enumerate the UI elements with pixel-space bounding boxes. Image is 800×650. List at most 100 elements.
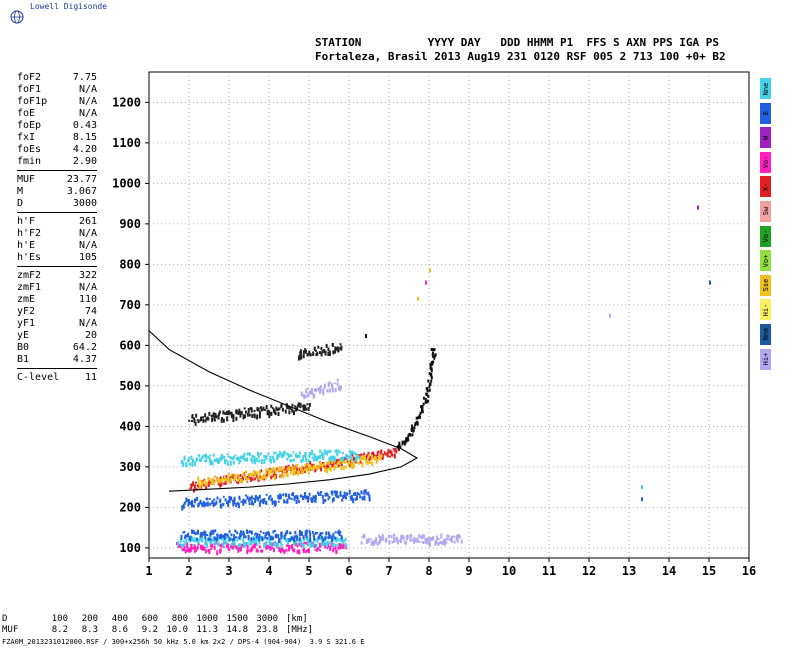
echo-dot: [230, 496, 233, 501]
echo-dot: [249, 406, 252, 410]
echo-dot: [192, 481, 195, 487]
muf-value: 8.3: [81, 625, 98, 635]
echo-dot: [342, 544, 345, 549]
echo-dot: [226, 461, 229, 467]
param-value: 7.75: [72, 72, 97, 83]
echo-dot: [182, 503, 185, 509]
echo-dot: [364, 489, 367, 493]
echo-dot: [283, 450, 286, 455]
echo-dot: [376, 541, 379, 546]
echo-dot: [329, 455, 332, 461]
echo-dot: [299, 404, 302, 409]
echo-dot: [302, 469, 305, 473]
echo-dot: [343, 538, 346, 542]
echo-dot: [325, 543, 328, 548]
echo-dot: [214, 541, 217, 544]
echo-dot: [288, 410, 291, 415]
y-tick-label: 1100: [112, 136, 141, 150]
cusp-dot: [431, 362, 434, 366]
echo-dot: [310, 463, 313, 468]
echo-dot: [191, 536, 194, 542]
echo-dot: [409, 534, 412, 539]
distance-unit: [km]: [286, 614, 308, 624]
echo-dot: [240, 543, 243, 547]
echo-dot: [329, 534, 332, 539]
echo-dot: [190, 547, 193, 552]
echo-dot: [283, 538, 286, 541]
echo-dot: [335, 460, 338, 464]
globe-icon: [10, 10, 24, 24]
y-tick-label: 800: [119, 257, 141, 271]
x-tick-label: 10: [502, 564, 516, 578]
echo-dot: [254, 532, 257, 535]
echo-dot: [280, 531, 283, 537]
echo-dot: [280, 536, 283, 540]
echo-dot: [441, 541, 444, 546]
echo-dot: [340, 538, 343, 543]
echo-dot: [239, 412, 242, 418]
echo-dot: [225, 501, 228, 505]
echo-dot: [327, 351, 330, 356]
echo-dot: [238, 477, 241, 480]
echo-dot: [186, 542, 189, 548]
echo-dot: [269, 494, 272, 498]
cusp-dot: [406, 437, 409, 441]
echo-dot: [193, 417, 196, 421]
echo-dot: [394, 447, 397, 451]
echo-dot: [404, 540, 407, 545]
echo-dot: [291, 408, 294, 413]
echo-dot: [295, 467, 298, 472]
echo-dot: [256, 542, 259, 546]
param-row: zmF2 322: [17, 270, 97, 282]
echo-dot: [336, 464, 339, 468]
echo-dot: [180, 543, 183, 547]
cusp-dot: [434, 353, 437, 357]
echo-dot: [285, 538, 288, 543]
param-key: B1: [17, 354, 30, 365]
echo-dot: [270, 468, 273, 474]
echo-dot: [206, 497, 209, 500]
echo-dot: [210, 460, 213, 464]
echo-dot: [235, 409, 238, 415]
cusp-dot: [432, 351, 435, 355]
echo-dot: [262, 531, 265, 534]
param-key: C-level: [17, 372, 60, 383]
param-key: fmin: [17, 156, 42, 167]
echo-dot: [210, 548, 213, 551]
echo-dot: [293, 537, 296, 543]
echo-dot: [355, 452, 358, 456]
echo-dot: [188, 462, 191, 466]
echo-dot: [298, 451, 301, 455]
echo-dot: [348, 463, 351, 468]
echo-dot: [289, 459, 292, 463]
echo-dot: [327, 347, 330, 352]
echo-dot: [192, 546, 195, 550]
cusp-dot: [430, 379, 433, 383]
echo-dot: [213, 481, 216, 486]
echo-dot: [322, 391, 325, 396]
echo-dot: [320, 347, 323, 351]
echo-dot: [255, 548, 258, 553]
echo-dot: [266, 536, 269, 540]
echo-dot: [374, 539, 377, 544]
echo-dot: [284, 469, 287, 472]
param-value: N/A: [78, 84, 97, 95]
echo-dot: [322, 453, 325, 458]
cusp-dot: [421, 408, 424, 412]
echo-dot: [328, 350, 331, 356]
echo-dot: [225, 478, 228, 482]
echo-dot: [207, 537, 210, 541]
echo-dot: [254, 495, 257, 500]
echo-dot: [222, 418, 225, 423]
echo-dot: [286, 452, 289, 456]
param-value: 105: [78, 252, 97, 263]
y-tick-label: 900: [119, 217, 141, 231]
param-key: h'F2: [17, 228, 42, 239]
echo-dot: [205, 539, 208, 544]
echo-dot: [390, 450, 393, 456]
echo-dot: [284, 409, 287, 414]
echo-dot: [390, 535, 393, 539]
echo-dot: [208, 541, 211, 544]
echo-dot: [197, 529, 200, 535]
echo-dot: [330, 543, 333, 548]
